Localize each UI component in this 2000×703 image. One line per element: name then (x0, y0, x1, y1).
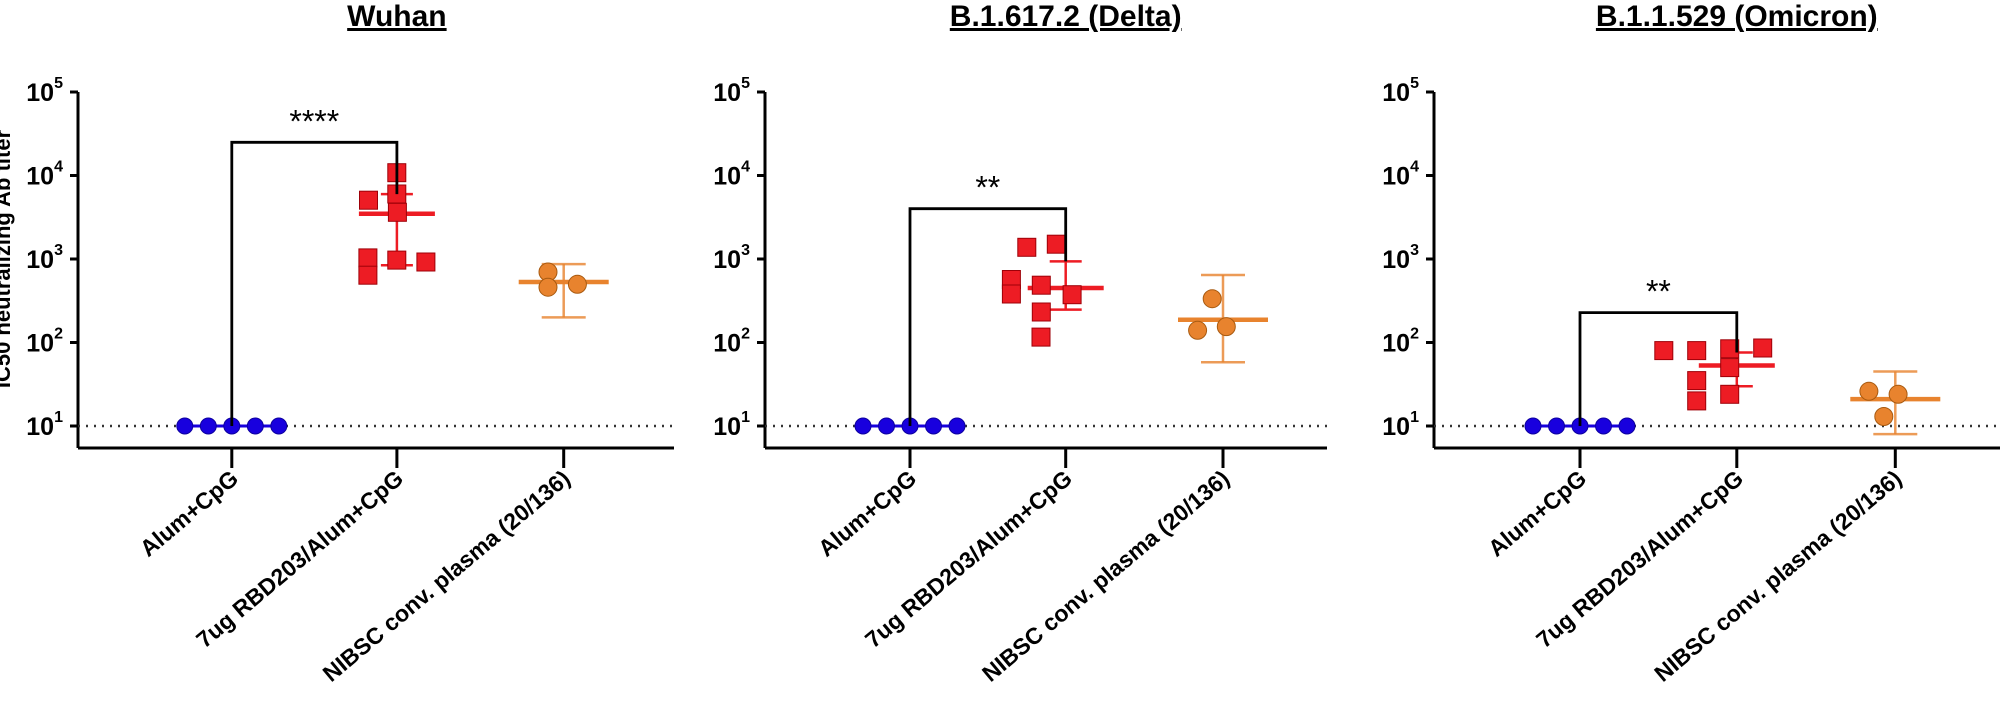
svg-text:**: ** (1646, 274, 1671, 310)
svg-text:B.1.617.2 (Delta): B.1.617.2 (Delta) (950, 0, 1182, 33)
svg-text:IC50 neutralizing Ab titer: IC50 neutralizing Ab titer (0, 129, 15, 388)
svg-text:B.1.1.529 (Omicron): B.1.1.529 (Omicron) (1596, 0, 1878, 33)
svg-text:**: ** (975, 170, 1000, 206)
svg-text:Wuhan: Wuhan (347, 0, 446, 33)
svg-text:****: **** (289, 103, 339, 139)
